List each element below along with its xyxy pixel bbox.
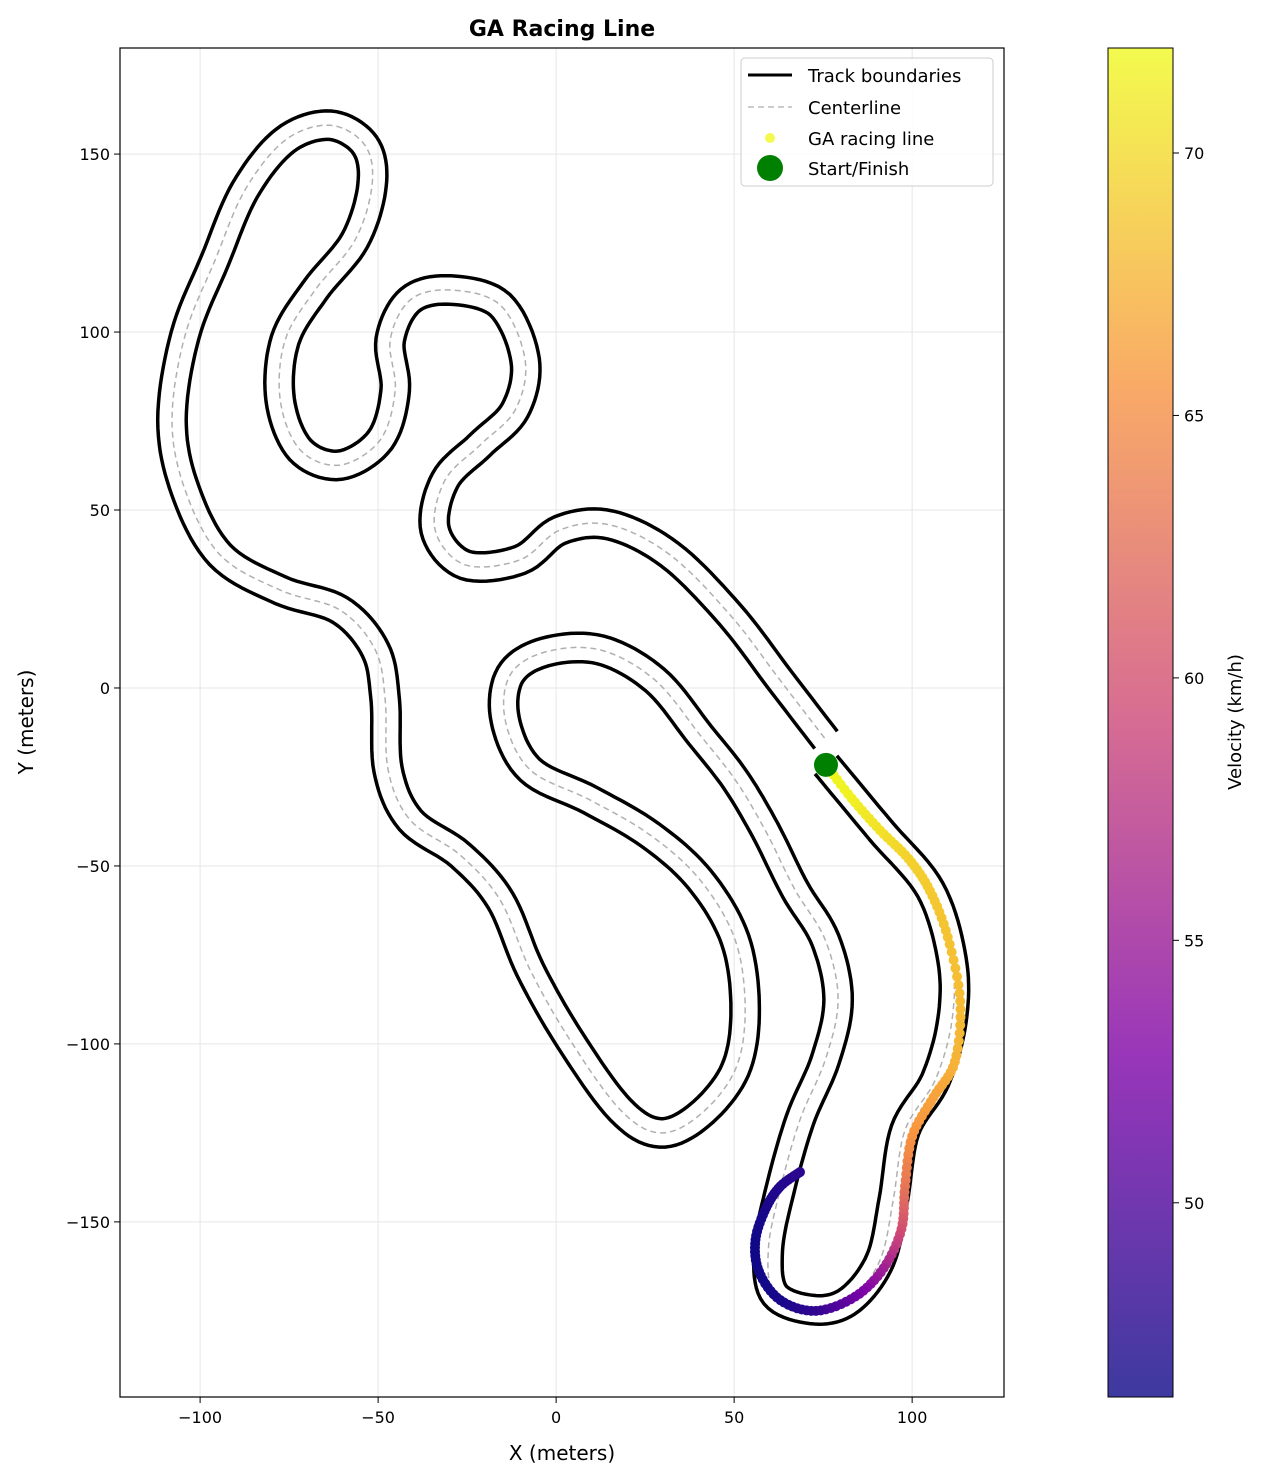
- racing-line-point: [954, 1028, 965, 1039]
- legend: Track boundaries Centerline GA racing li…: [740, 57, 994, 187]
- racing-line-point: [954, 988, 965, 999]
- colorbar-tick-label: 55: [1184, 931, 1204, 950]
- start-finish-marker: [813, 752, 838, 777]
- y-tick-label: −50: [76, 857, 110, 876]
- legend-centerline-label: Centerline: [808, 98, 901, 119]
- racing-line-point: [952, 971, 963, 982]
- colorbar-tick-label: 65: [1184, 406, 1204, 425]
- y-tick-label: 100: [79, 323, 110, 342]
- y-tick-label: 50: [90, 501, 110, 520]
- colorbar-tick-label: 50: [1184, 1194, 1204, 1213]
- x-tick-label: −100: [178, 1408, 222, 1427]
- colorbar-gradient: [1107, 47, 1174, 1398]
- track-boundary-inner: [155, 109, 971, 1326]
- y-tick-label: −150: [66, 1213, 110, 1232]
- colorbar-tick-label: 60: [1184, 669, 1204, 688]
- y-axis-label: Y (meters): [14, 670, 38, 776]
- grid: [120, 48, 1004, 1397]
- legend-track-label: Track boundaries: [807, 66, 961, 87]
- racing-line-point: [795, 1167, 805, 1178]
- racing-line-point: [955, 1004, 966, 1015]
- colorbar-ticks: 50 55 60 65 70: [1173, 144, 1204, 1213]
- x-axis-label: X (meters): [509, 1441, 615, 1465]
- racing-line-point: [944, 939, 955, 950]
- racing-line-point: [955, 996, 966, 1007]
- racing-line-point: [953, 980, 964, 991]
- racing-line-point: [953, 1035, 964, 1046]
- racing-line-point: [955, 1012, 966, 1023]
- racing-line: [749, 752, 966, 1316]
- racing-line-point: [955, 1020, 966, 1031]
- legend-box: [740, 57, 994, 187]
- centerline: [171, 124, 956, 1311]
- legend-racing-swatch: [765, 133, 775, 143]
- track: [155, 109, 971, 1326]
- chart-title: GA Racing Line: [469, 17, 655, 42]
- x-tick-label: −50: [361, 1408, 395, 1427]
- axis-ticks: −100 −50 0 50 100 −150 −100 −50 0 50 100 150: [66, 145, 927, 1427]
- track-boundary-outer: [184, 137, 942, 1298]
- plot-frame: [119, 47, 1005, 1398]
- racing-line-point: [950, 963, 961, 974]
- y-tick-label: 150: [79, 145, 110, 164]
- x-tick-label: 0: [551, 1408, 561, 1427]
- racing-line-point: [946, 946, 957, 957]
- colorbar-label: Velocity (km/h): [1225, 654, 1246, 790]
- colorbar: 50 55 60 65 70 Velocity (km/h): [1107, 47, 1246, 1398]
- y-tick-label: −100: [66, 1035, 110, 1054]
- x-tick-label: 50: [724, 1408, 744, 1427]
- x-tick-label: 100: [897, 1408, 928, 1427]
- colorbar-tick-label: 70: [1184, 144, 1204, 163]
- legend-start-swatch: [757, 155, 783, 181]
- legend-start-label: Start/Finish: [808, 159, 909, 180]
- racing-line-point: [948, 955, 959, 966]
- y-tick-label: 0: [100, 679, 110, 698]
- legend-racing-label: GA racing line: [808, 129, 934, 150]
